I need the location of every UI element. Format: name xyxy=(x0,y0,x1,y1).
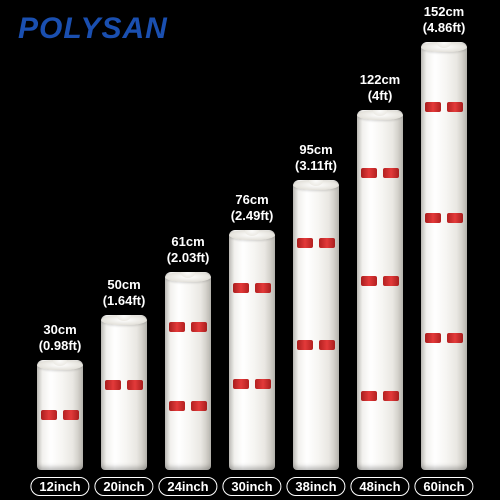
size-cm: 61cm xyxy=(167,234,210,250)
size-inch-label: 38inch xyxy=(286,477,345,496)
size-cm: 122cm xyxy=(360,72,400,88)
size-ft: (2.49ft) xyxy=(231,208,274,224)
size-inch-label: 20inch xyxy=(94,477,153,496)
size-cm: 30cm xyxy=(39,322,82,338)
size-cm: 152cm xyxy=(423,4,466,20)
roll-graphic xyxy=(357,110,403,470)
roll-graphic xyxy=(293,180,339,470)
size-ft: (4.86ft) xyxy=(423,20,466,36)
size-inch-label: 30inch xyxy=(222,477,281,496)
roll-graphic xyxy=(421,42,467,470)
size-ft: (2.03ft) xyxy=(167,250,210,266)
size-top-label: 61cm(2.03ft) xyxy=(167,234,210,267)
size-top-label: 30cm(0.98ft) xyxy=(39,322,82,355)
size-top-label: 152cm(4.86ft) xyxy=(423,4,466,37)
roll-graphic xyxy=(229,230,275,470)
size-ft: (1.64ft) xyxy=(103,293,146,309)
size-chart: 30cm(0.98ft) 12inch 50cm(1.64ft) 20inch 61cm… xyxy=(0,0,500,500)
size-top-label: 122cm(4ft) xyxy=(360,72,400,105)
size-inch-label: 12inch xyxy=(30,477,89,496)
size-cm: 76cm xyxy=(231,192,274,208)
size-ft: (3.11ft) xyxy=(295,158,337,174)
size-cm: 95cm xyxy=(295,142,337,158)
size-inch-label: 24inch xyxy=(158,477,217,496)
size-ft: (0.98ft) xyxy=(39,338,82,354)
size-top-label: 76cm(2.49ft) xyxy=(231,192,274,225)
size-top-label: 95cm(3.11ft) xyxy=(295,142,337,175)
size-ft: (4ft) xyxy=(360,88,400,104)
size-inch-label: 60inch xyxy=(414,477,473,496)
size-top-label: 50cm(1.64ft) xyxy=(103,277,146,310)
roll-graphic xyxy=(101,315,147,470)
size-cm: 50cm xyxy=(103,277,146,293)
roll-graphic xyxy=(37,360,83,470)
size-inch-label: 48inch xyxy=(350,477,409,496)
roll-graphic xyxy=(165,272,211,470)
